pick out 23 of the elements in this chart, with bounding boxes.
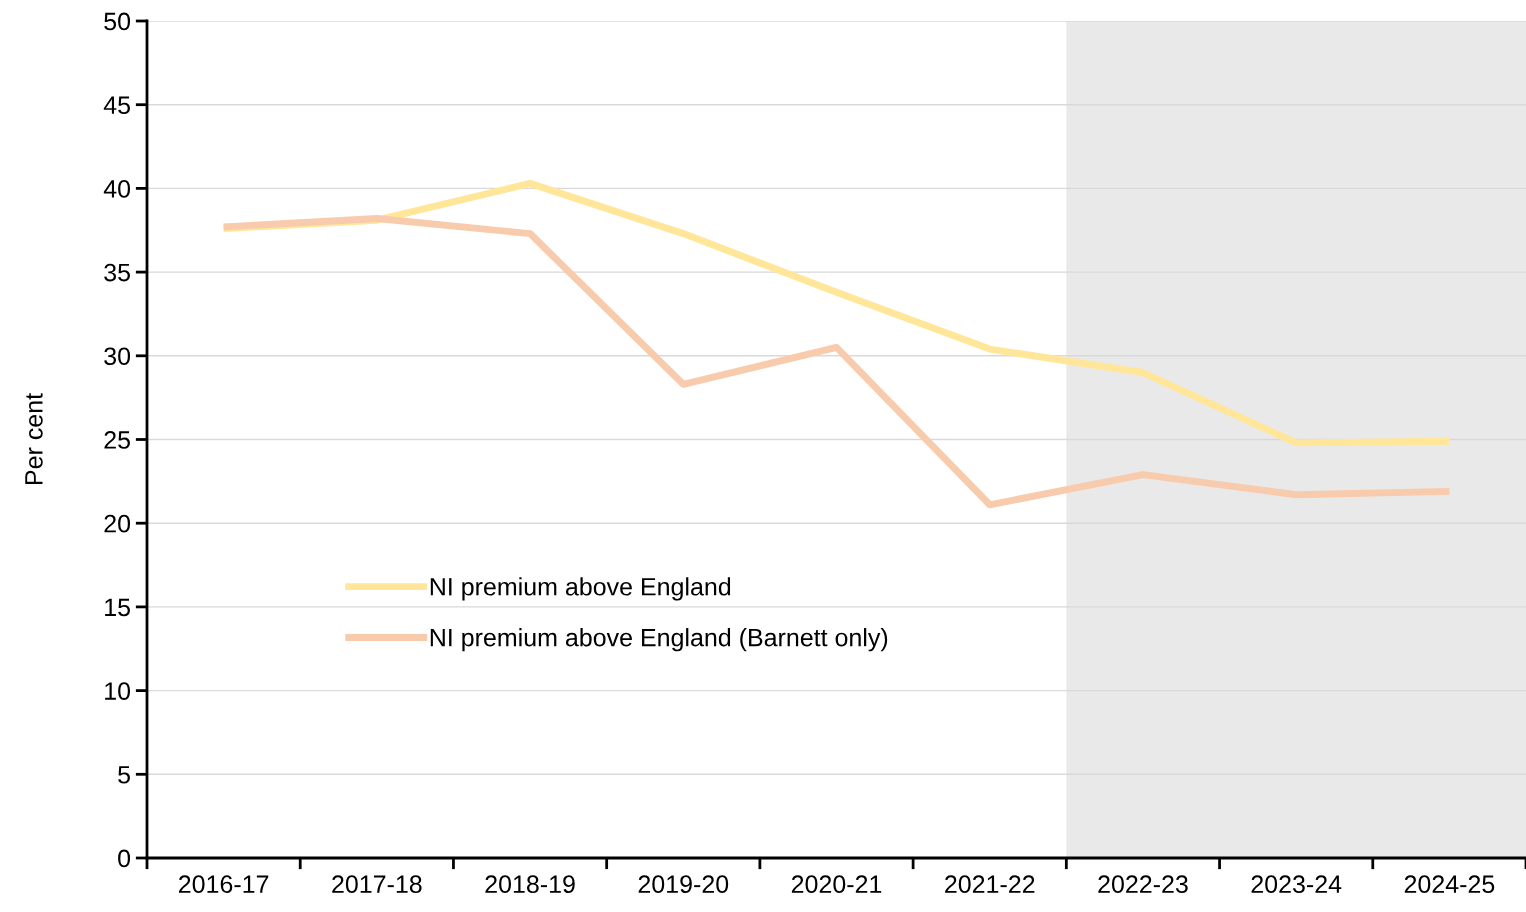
y-tick-label: 50 [104,12,131,31]
y-tick-label: 5 [118,766,130,784]
y-tick-label: 45 [103,96,130,114]
x-tick-label: 2017-18 [332,875,422,894]
y-tick-label: 0 [118,849,131,868]
y-axis-title: Per cent [25,393,43,484]
x-tick-label: 2021-22 [945,875,1035,894]
y-tick-label: 10 [105,682,131,700]
y-tick-label: 30 [104,347,131,366]
x-tick-label: 2018-19 [485,875,575,894]
x-tick-label: 2022-23 [1098,875,1188,894]
x-tick-label: 2024-25 [1404,875,1495,894]
x-tick-label: 2019-20 [638,875,729,894]
legend-label: NI premium above England [430,577,731,601]
y-tick-label: 20 [104,514,131,533]
x-tick-label: 2020-21 [791,875,882,894]
y-tick-label: 40 [103,180,131,198]
x-tick-label: 2016-17 [179,875,269,894]
legend-label: NI premium above England (Barnett only) [430,628,888,652]
x-tick-label: 2023-24 [1251,875,1342,894]
y-tick-label: 25 [104,431,130,449]
y-tick-label: 15 [105,598,130,617]
y-tick-label: 35 [104,263,130,282]
